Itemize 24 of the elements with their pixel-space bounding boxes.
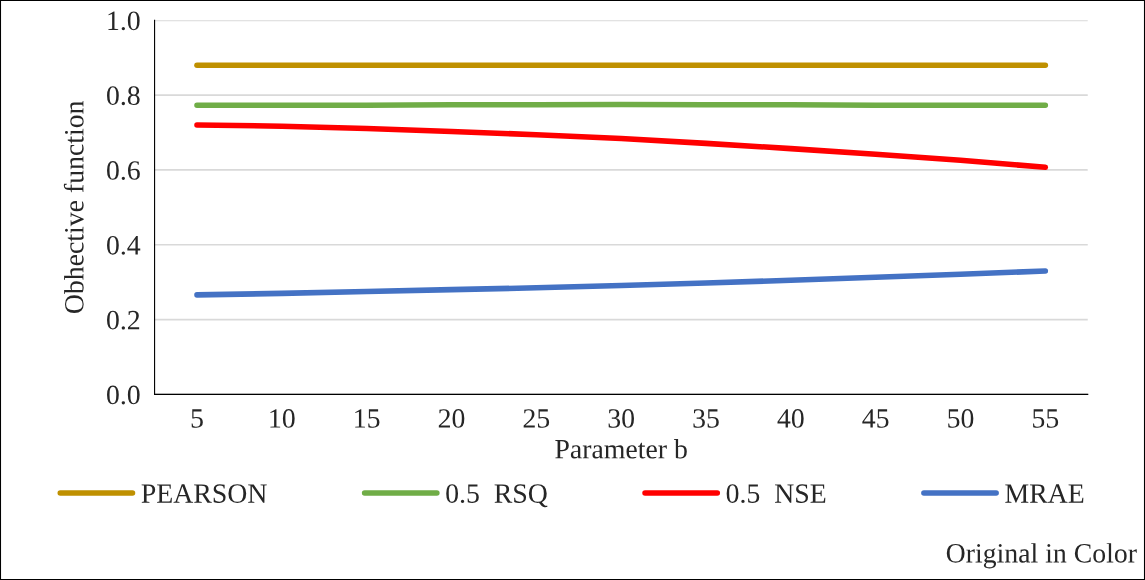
x-axis-title: Parameter b [555,439,687,459]
y-tick-label: 0.0 [107,385,140,405]
y-tick-label: 0.8 [107,86,140,106]
y-tick-label: 0.4 [107,235,141,255]
legend-label: 0.5 NSE [726,484,826,504]
text: Original in Color [946,543,1137,569]
legend-label: PEARSON [141,484,267,503]
legend-label: 0.5 RSQ [446,484,548,508]
x-tick-label: 55 [1033,409,1059,428]
x-tick-label: 25 [523,409,550,428]
x-tick-label: 5 [191,409,203,428]
legend-label: MRAE [1005,484,1084,503]
x-tick-label: 35 [693,409,719,428]
x-tick-label: 20 [438,409,465,428]
y-tick-label: 0.2 [107,310,140,330]
x-tick-label: 30 [608,409,634,428]
y-axis-title: Obhective function [63,100,84,314]
y-tick-label: 1.0 [108,11,140,31]
x-tick-label: 45 [862,409,889,428]
x-tick-label: 10 [270,409,295,428]
x-tick-label: 50 [948,409,974,428]
x-tick-label: 15 [355,409,380,428]
y-tick-label: 0.6 [107,161,140,180]
x-tick-label: 40 [777,409,804,428]
